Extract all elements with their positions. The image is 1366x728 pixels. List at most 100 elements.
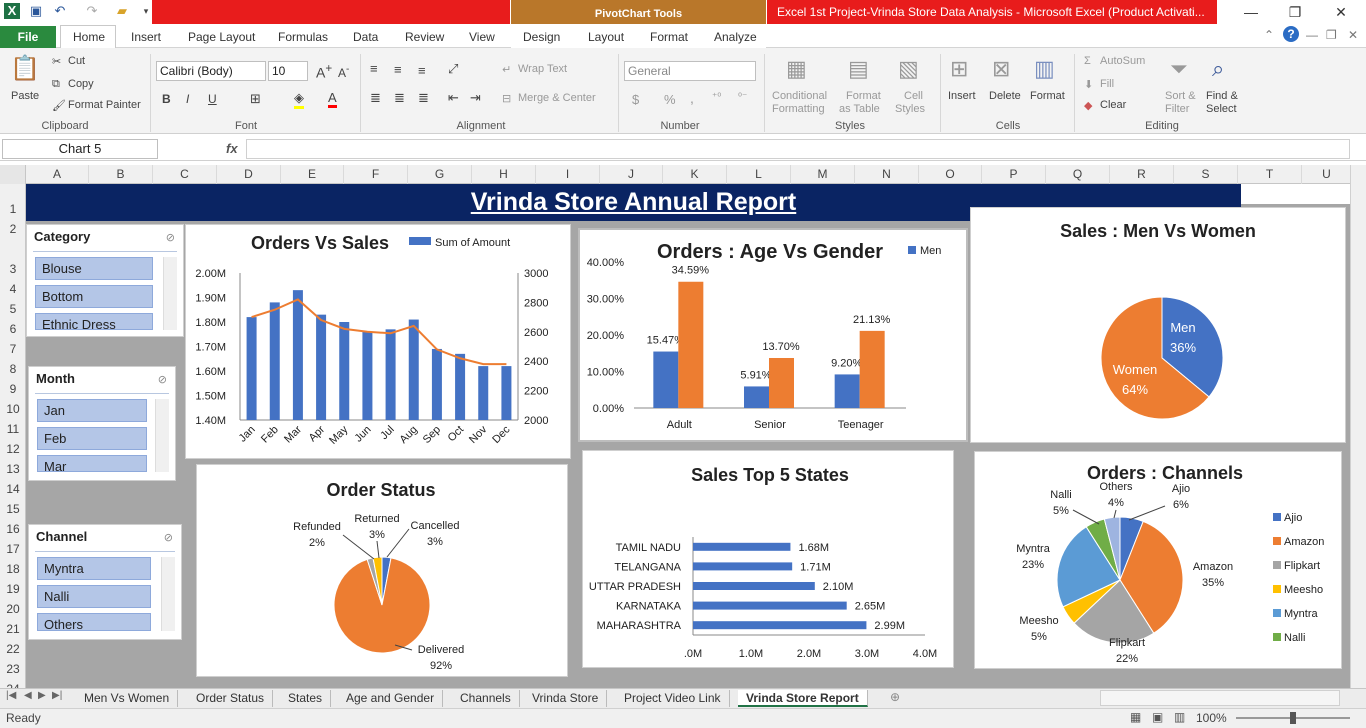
- tab-format[interactable]: Format: [650, 30, 689, 44]
- sheet-nav-prev-icon[interactable]: ◀: [24, 690, 32, 701]
- column-header-o[interactable]: O: [919, 165, 982, 184]
- format-painter-icon[interactable]: 🖌: [52, 100, 66, 112]
- wrap-text-icon[interactable]: ↵: [502, 64, 512, 76]
- clear-icon[interactable]: ◆: [1084, 100, 1093, 112]
- format-as-table-icon[interactable]: ▤: [848, 56, 869, 81]
- sheet-tab-vrinda-store-report[interactable]: Vrinda Store Report: [738, 690, 868, 707]
- tab-insert[interactable]: Insert: [131, 30, 162, 44]
- save-icon[interactable]: ▣: [29, 3, 43, 18]
- normal-view-icon[interactable]: ▦: [1130, 710, 1142, 724]
- fill-color-icon[interactable]: ◈: [294, 90, 304, 109]
- slicer-item-jan[interactable]: Jan: [37, 399, 147, 422]
- sort-filter-icon[interactable]: ⏷: [1170, 56, 1188, 81]
- find-select-button[interactable]: Find &: [1206, 90, 1238, 102]
- borders-icon[interactable]: ⊞: [250, 91, 261, 106]
- increase-decimal-icon[interactable]: ⁺⁰: [712, 92, 722, 103]
- sheet-tab-channels[interactable]: Channels: [452, 690, 520, 707]
- slicer-item-blouse[interactable]: Blouse: [35, 257, 153, 280]
- row-header-19[interactable]: 19: [6, 582, 20, 596]
- page-layout-view-icon[interactable]: ▣: [1152, 710, 1164, 724]
- font-size-select[interactable]: 10: [268, 61, 308, 81]
- horizontal-scrollbar[interactable]: [1100, 690, 1340, 706]
- row-header-17[interactable]: 17: [6, 542, 20, 556]
- sheet-nav-first-icon[interactable]: |◀: [6, 690, 17, 701]
- chart-top-states[interactable]: Sales Top 5 States TAMIL NADU 1.68M TELANGA…: [582, 450, 954, 668]
- zoom-level[interactable]: 100%: [1196, 711, 1227, 725]
- sheet-tab-age-and-gender[interactable]: Age and Gender: [338, 690, 444, 707]
- row-header-18[interactable]: 18: [6, 562, 20, 576]
- column-header-m[interactable]: M: [791, 165, 855, 184]
- grow-font-icon[interactable]: A+: [316, 62, 333, 81]
- workbook-restore-icon[interactable]: ❐: [1326, 28, 1337, 42]
- format-cells-icon[interactable]: ▥: [1034, 56, 1055, 81]
- column-header-e[interactable]: E: [281, 165, 344, 184]
- chart-age-vs-gender[interactable]: Orders : Age Vs Gender Men 0.00% 10.00% 20.0…: [578, 228, 968, 442]
- undo-icon[interactable]: ↶: [54, 3, 66, 18]
- vertical-scrollbar[interactable]: [1350, 165, 1366, 688]
- fill-button[interactable]: Fill: [1100, 78, 1115, 90]
- sheet-tab-men-vs-women[interactable]: Men Vs Women: [76, 690, 179, 707]
- number-format-select[interactable]: General: [624, 61, 756, 81]
- column-header-r[interactable]: R: [1110, 165, 1174, 184]
- wrap-text-button[interactable]: Wrap Text: [518, 63, 568, 75]
- sheet-tab-project-video-link[interactable]: Project Video Link: [616, 690, 730, 707]
- help-icon[interactable]: ?: [1283, 26, 1299, 42]
- delete-cells-icon[interactable]: ⊠: [992, 56, 1011, 81]
- comma-button[interactable]: ,: [690, 90, 694, 106]
- row-header-15[interactable]: 15: [6, 502, 20, 516]
- tab-analyze[interactable]: Analyze: [714, 30, 757, 44]
- format-as-table-button-line2[interactable]: as Table: [839, 103, 880, 115]
- row-header-2[interactable]: 2: [9, 222, 17, 236]
- row-header-16[interactable]: 16: [6, 522, 20, 536]
- conditional-formatting-icon[interactable]: ▦: [786, 56, 807, 81]
- column-header-t[interactable]: T: [1238, 165, 1302, 184]
- column-header-p[interactable]: P: [982, 165, 1046, 184]
- chart-order-status[interactable]: Order Status Cancelled 3% Delivered 92% Refun…: [196, 464, 568, 677]
- tab-review[interactable]: Review: [405, 30, 445, 44]
- insert-cells-icon[interactable]: ⊞: [950, 56, 969, 81]
- sheet-nav-next-icon[interactable]: ▶: [38, 690, 46, 701]
- chart-orders-vs-sales[interactable]: Orders Vs Sales Sum of Amount 1.40M 1.50M 1.…: [185, 224, 571, 459]
- open-folder-icon[interactable]: ▰: [117, 3, 127, 18]
- bold-button[interactable]: B: [162, 92, 171, 106]
- tab-design[interactable]: Design: [523, 30, 561, 44]
- slicer-item-nalli[interactable]: Nalli: [37, 585, 151, 608]
- tab-layout[interactable]: Layout: [588, 30, 625, 44]
- row-header-9[interactable]: 9: [9, 382, 17, 396]
- slicer-item-ethnic-dress[interactable]: Ethnic Dress: [35, 313, 153, 330]
- orientation-icon[interactable]: ⤢: [448, 61, 459, 76]
- merge-center-button[interactable]: Merge & Center: [518, 92, 596, 104]
- column-header-a[interactable]: A: [26, 165, 89, 184]
- clear-filter-icon[interactable]: ⊘: [163, 532, 173, 544]
- merge-icon[interactable]: ⊟: [502, 93, 512, 105]
- tab-file[interactable]: File: [0, 26, 56, 48]
- align-right-icon[interactable]: ≣: [418, 90, 429, 105]
- insert-cells-button[interactable]: Insert: [948, 90, 976, 102]
- clear-filter-icon[interactable]: ⊘: [157, 374, 167, 386]
- row-header-11[interactable]: 11: [6, 422, 20, 436]
- slicer-month[interactable]: Month ⊘ Jan Feb Mar: [28, 366, 176, 481]
- slicer-item-myntra[interactable]: Myntra: [37, 557, 151, 580]
- slicer-scrollbar[interactable]: [163, 257, 177, 330]
- copy-button[interactable]: Copy: [68, 78, 94, 90]
- close-button[interactable]: ✕: [1335, 4, 1347, 20]
- slicer-item-others[interactable]: Others: [37, 613, 151, 631]
- cell-styles-button[interactable]: Cell: [904, 90, 923, 102]
- column-header-q[interactable]: Q: [1046, 165, 1110, 184]
- tab-page-layout[interactable]: Page Layout: [188, 30, 256, 44]
- column-header-k[interactable]: K: [663, 165, 727, 184]
- column-header-i[interactable]: I: [536, 165, 600, 184]
- formula-input[interactable]: [246, 139, 1350, 159]
- find-select-button-line2[interactable]: Select: [1206, 103, 1237, 115]
- align-top-icon[interactable]: ≡: [370, 61, 378, 76]
- delete-cells-button[interactable]: Delete: [989, 90, 1021, 102]
- column-header-l[interactable]: L: [727, 165, 791, 184]
- zoom-slider-thumb[interactable]: [1290, 712, 1296, 724]
- column-header-b[interactable]: B: [89, 165, 153, 184]
- minimize-button[interactable]: —: [1244, 4, 1258, 20]
- row-header-6[interactable]: 6: [9, 322, 17, 336]
- tab-home[interactable]: Home: [73, 30, 106, 44]
- paste-icon[interactable]: 📋: [10, 55, 40, 82]
- restore-button[interactable]: ❐: [1288, 4, 1302, 20]
- row-header-22[interactable]: 22: [6, 642, 20, 656]
